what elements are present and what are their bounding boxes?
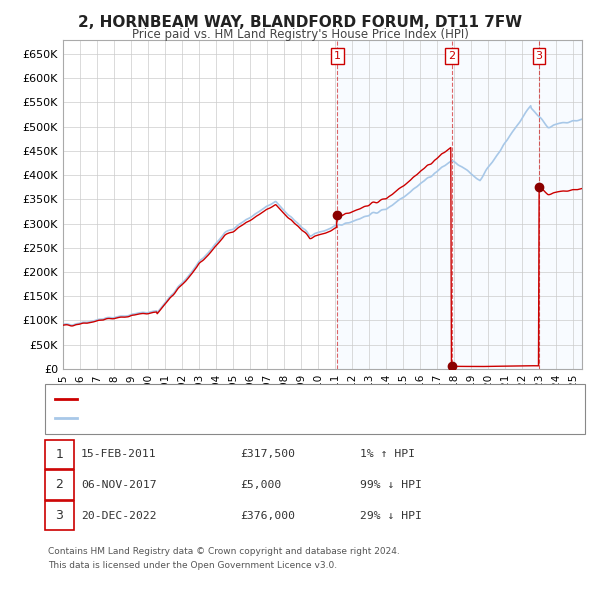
Text: 2: 2 xyxy=(448,51,455,61)
Text: £5,000: £5,000 xyxy=(240,480,281,490)
Text: 15-FEB-2011: 15-FEB-2011 xyxy=(81,450,157,459)
Text: 1% ↑ HPI: 1% ↑ HPI xyxy=(360,450,415,459)
Text: 3: 3 xyxy=(535,51,542,61)
Text: 1: 1 xyxy=(55,448,64,461)
Text: £376,000: £376,000 xyxy=(240,511,295,520)
Text: 3: 3 xyxy=(55,509,64,522)
Text: Price paid vs. HM Land Registry's House Price Index (HPI): Price paid vs. HM Land Registry's House … xyxy=(131,28,469,41)
Text: 20-DEC-2022: 20-DEC-2022 xyxy=(81,511,157,520)
Text: 29% ↓ HPI: 29% ↓ HPI xyxy=(360,511,422,520)
Text: 2, HORNBEAM WAY, BLANDFORD FORUM, DT11 7FW: 2, HORNBEAM WAY, BLANDFORD FORUM, DT11 7… xyxy=(78,15,522,30)
Text: This data is licensed under the Open Government Licence v3.0.: This data is licensed under the Open Gov… xyxy=(48,560,337,569)
Text: 06-NOV-2017: 06-NOV-2017 xyxy=(81,480,157,490)
Text: Contains HM Land Registry data © Crown copyright and database right 2024.: Contains HM Land Registry data © Crown c… xyxy=(48,547,400,556)
Text: 99% ↓ HPI: 99% ↓ HPI xyxy=(360,480,422,490)
Bar xyxy=(337,40,582,369)
Text: HPI: Average price, detached house, Dorset: HPI: Average price, detached house, Dors… xyxy=(80,414,298,423)
Text: 2, HORNBEAM WAY, BLANDFORD FORUM, DT11 7FW (detached house): 2, HORNBEAM WAY, BLANDFORD FORUM, DT11 7… xyxy=(80,394,433,404)
Text: 2: 2 xyxy=(55,478,64,491)
Text: 1: 1 xyxy=(334,51,341,61)
Text: £317,500: £317,500 xyxy=(240,450,295,459)
